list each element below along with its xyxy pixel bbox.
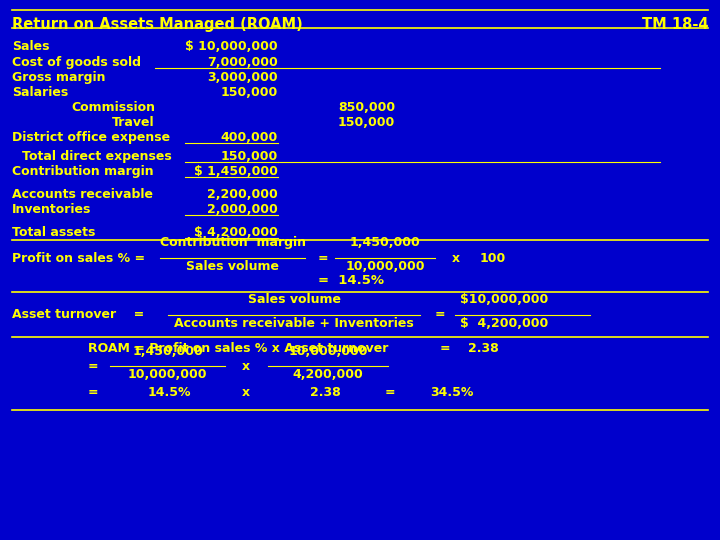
Text: Cost of goods sold: Cost of goods sold — [12, 56, 141, 69]
Text: =  14.5%: = 14.5% — [318, 273, 384, 287]
Text: Contribution  margin: Contribution margin — [160, 236, 305, 249]
Text: $ 10,000,000: $ 10,000,000 — [185, 40, 278, 53]
Text: $10,000,000: $10,000,000 — [460, 293, 548, 306]
Text: 1,450,000: 1,450,000 — [350, 236, 420, 249]
Text: Total assets: Total assets — [12, 226, 95, 239]
Text: 14.5%: 14.5% — [148, 386, 192, 399]
Text: 850,000: 850,000 — [338, 101, 395, 114]
Text: TM 18-4: TM 18-4 — [642, 17, 708, 32]
Text: 2.38: 2.38 — [468, 341, 499, 354]
Text: 2,000,000: 2,000,000 — [207, 203, 278, 216]
Text: 34.5%: 34.5% — [430, 386, 473, 399]
Text: 10,000,000: 10,000,000 — [346, 260, 425, 273]
Text: =: = — [88, 360, 99, 373]
Text: $ 4,200,000: $ 4,200,000 — [194, 226, 278, 239]
Text: 7,000,000: 7,000,000 — [207, 56, 278, 69]
Text: Sales: Sales — [12, 40, 50, 53]
Text: Accounts receivable + Inventories: Accounts receivable + Inventories — [174, 317, 414, 330]
Text: Sales volume: Sales volume — [248, 293, 341, 306]
Text: 2.38: 2.38 — [310, 386, 341, 399]
Text: 150,000: 150,000 — [221, 150, 278, 163]
Text: $  4,200,000: $ 4,200,000 — [460, 317, 548, 330]
Text: ROAM = Profit on sales % x Asset turnover: ROAM = Profit on sales % x Asset turnove… — [88, 341, 388, 354]
Text: =: = — [88, 386, 99, 399]
Text: 150,000: 150,000 — [338, 116, 395, 129]
Text: 100: 100 — [480, 252, 506, 265]
Text: 1,450,000: 1,450,000 — [132, 345, 203, 358]
Text: 150,000: 150,000 — [221, 86, 278, 99]
Text: 3,000,000: 3,000,000 — [207, 71, 278, 84]
Text: Gross margin: Gross margin — [12, 71, 106, 84]
Text: Accounts receivable: Accounts receivable — [12, 188, 153, 201]
Text: =: = — [440, 341, 451, 354]
Text: Profit on sales % =: Profit on sales % = — [12, 252, 145, 265]
Text: Travel: Travel — [112, 116, 155, 129]
Text: Commission: Commission — [71, 101, 155, 114]
Text: =: = — [435, 308, 446, 321]
Text: 10,000,000: 10,000,000 — [288, 345, 368, 358]
Text: Sales volume: Sales volume — [186, 260, 279, 273]
Text: Return on Assets Managed (ROAM): Return on Assets Managed (ROAM) — [12, 17, 302, 32]
Text: Inventories: Inventories — [12, 203, 91, 216]
Text: 400,000: 400,000 — [221, 131, 278, 144]
Text: Total direct expenses: Total direct expenses — [22, 150, 172, 163]
Text: =: = — [385, 386, 395, 399]
Text: x: x — [452, 252, 460, 265]
Text: x: x — [242, 360, 250, 373]
Text: x: x — [242, 386, 250, 399]
Text: 10,000,000: 10,000,000 — [127, 368, 207, 381]
Text: $ 1,450,000: $ 1,450,000 — [194, 165, 278, 178]
Text: Salaries: Salaries — [12, 86, 68, 99]
Text: District office expense: District office expense — [12, 131, 170, 144]
Text: 4,200,000: 4,200,000 — [292, 368, 364, 381]
Text: Asset turnover    =: Asset turnover = — [12, 308, 144, 321]
Text: Contribution margin: Contribution margin — [12, 165, 153, 178]
Text: =: = — [318, 252, 328, 265]
Text: 2,200,000: 2,200,000 — [207, 188, 278, 201]
